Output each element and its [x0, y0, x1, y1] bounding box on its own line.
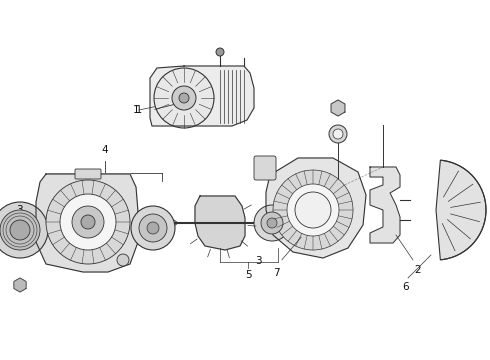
- Circle shape: [14, 279, 26, 291]
- Polygon shape: [331, 100, 345, 116]
- Circle shape: [139, 214, 167, 242]
- Text: 3: 3: [255, 256, 261, 266]
- FancyBboxPatch shape: [75, 169, 101, 179]
- Text: 5: 5: [245, 270, 251, 280]
- Circle shape: [72, 206, 104, 238]
- Circle shape: [179, 93, 189, 103]
- Text: 7: 7: [273, 268, 279, 278]
- Polygon shape: [370, 167, 400, 243]
- Text: 4: 4: [102, 145, 108, 155]
- Circle shape: [172, 86, 196, 110]
- Polygon shape: [14, 278, 26, 292]
- Text: 6: 6: [403, 282, 409, 292]
- Circle shape: [333, 129, 343, 139]
- Wedge shape: [436, 160, 486, 260]
- Circle shape: [287, 184, 339, 236]
- Circle shape: [0, 210, 40, 250]
- Circle shape: [261, 212, 283, 234]
- Circle shape: [10, 220, 30, 240]
- FancyBboxPatch shape: [254, 156, 276, 180]
- Polygon shape: [150, 66, 254, 126]
- Circle shape: [0, 202, 48, 258]
- Circle shape: [117, 254, 129, 266]
- Text: 1: 1: [136, 105, 142, 115]
- Polygon shape: [195, 196, 245, 250]
- Text: 1: 1: [132, 105, 139, 115]
- Text: 3: 3: [16, 205, 23, 215]
- Circle shape: [216, 48, 224, 56]
- Circle shape: [267, 218, 277, 228]
- Polygon shape: [36, 174, 138, 272]
- Circle shape: [295, 192, 331, 228]
- Circle shape: [46, 180, 130, 264]
- Circle shape: [81, 215, 95, 229]
- Text: 2: 2: [414, 265, 420, 275]
- Polygon shape: [266, 158, 366, 258]
- Circle shape: [131, 206, 175, 250]
- Circle shape: [329, 125, 347, 143]
- Circle shape: [147, 222, 159, 234]
- Circle shape: [60, 194, 116, 250]
- Circle shape: [273, 170, 353, 250]
- Circle shape: [154, 68, 214, 128]
- Circle shape: [254, 205, 290, 241]
